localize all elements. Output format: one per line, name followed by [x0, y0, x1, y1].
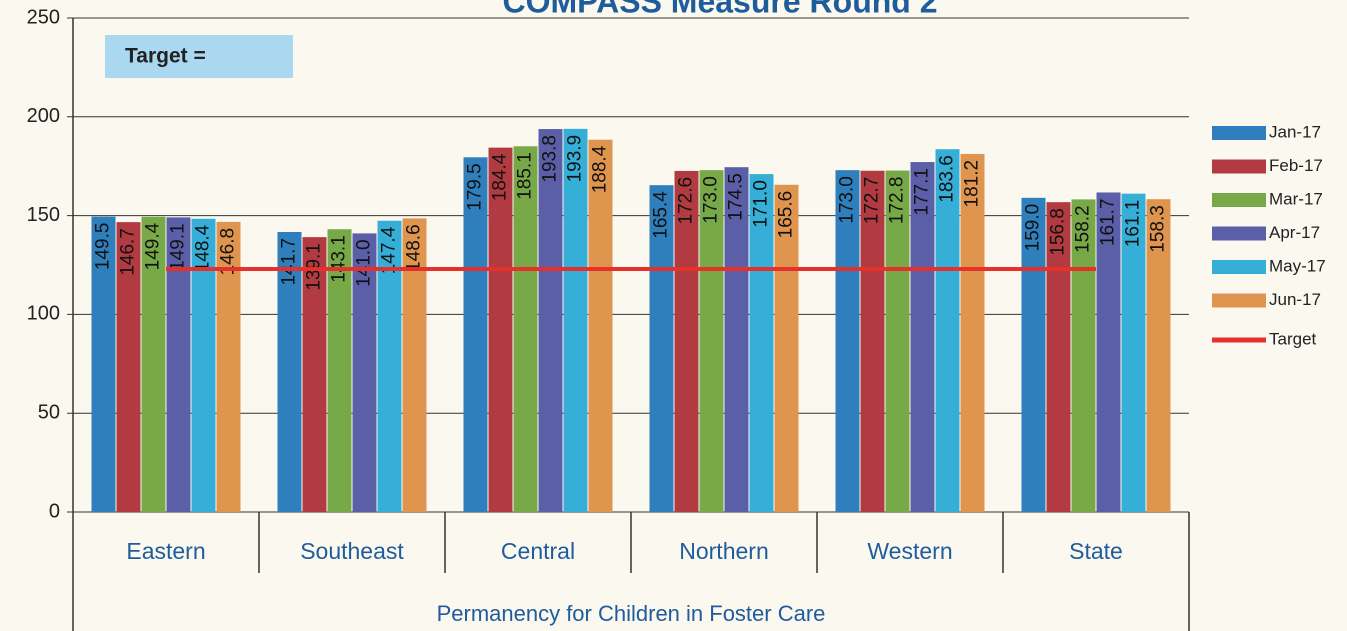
bar: [860, 170, 885, 512]
legend-swatch: [1212, 159, 1266, 174]
data-label: 141.0: [354, 239, 375, 287]
data-label: 193.9: [565, 135, 586, 183]
chart-title: COMPASS Measure Round 2: [502, 0, 937, 19]
data-label: 172.7: [862, 177, 883, 225]
y-tick-label: 150: [27, 204, 60, 226]
data-label: 149.5: [93, 223, 114, 271]
bar: [463, 157, 488, 513]
x-tick-label: State: [1069, 538, 1123, 564]
bar: [674, 170, 699, 513]
data-label: 173.0: [837, 176, 858, 224]
data-label: 148.4: [193, 224, 214, 272]
bar: [141, 216, 166, 513]
bar: [513, 146, 538, 512]
bar: [91, 216, 116, 512]
x-axis-label: Permanency for Children in Foster Care: [437, 601, 826, 626]
data-label: 141.7: [279, 238, 300, 286]
data-label: 181.2: [962, 160, 983, 208]
data-label: 161.1: [1123, 200, 1144, 248]
legend-label: May-17: [1269, 256, 1326, 275]
y-tick-label: 100: [27, 303, 60, 325]
x-tick-label: Eastern: [126, 538, 205, 564]
legend-swatch: [1212, 193, 1266, 207]
data-label: 179.5: [465, 163, 486, 211]
data-label: 193.8: [540, 135, 561, 183]
bar: [116, 222, 141, 513]
legend-label: Feb-17: [1269, 156, 1323, 175]
bar: [488, 147, 513, 512]
x-tick-label: Northern: [679, 538, 768, 564]
bar: [749, 174, 774, 512]
x-tick-label: Western: [867, 538, 952, 564]
legend-swatch: [1212, 293, 1266, 308]
bar: [935, 149, 960, 512]
bar: [1146, 199, 1171, 512]
bar: [910, 162, 935, 512]
data-label: 161.7: [1098, 198, 1119, 246]
data-label: 165.6: [776, 191, 797, 239]
bar: [835, 170, 860, 513]
bar: [724, 167, 749, 513]
data-label: 149.1: [168, 223, 189, 271]
bar: [1021, 197, 1046, 513]
legend-label: Mar-17: [1269, 189, 1323, 208]
y-tick-label: 50: [38, 401, 60, 423]
data-label: 171.0: [751, 180, 772, 228]
legend-label: Target: [1269, 329, 1317, 348]
data-label: 146.8: [218, 228, 239, 276]
bar: [649, 185, 674, 512]
data-label: 172.6: [676, 177, 697, 225]
bar: [538, 129, 563, 512]
data-label: 188.4: [590, 145, 611, 193]
y-tick-label: 0: [49, 500, 60, 522]
legend-swatch: [1212, 260, 1266, 274]
bar: [960, 153, 985, 513]
bar: [1046, 202, 1071, 512]
data-label: 139.1: [304, 243, 325, 291]
data-label: 173.0: [701, 176, 722, 224]
bar: [588, 139, 613, 512]
bar: [1096, 192, 1121, 512]
data-label: 172.8: [887, 177, 908, 225]
bar: [699, 170, 724, 513]
y-tick-label: 200: [27, 105, 60, 127]
target-box: [105, 35, 293, 78]
legend-label: Jan-17: [1269, 122, 1321, 141]
bar: [1121, 193, 1146, 513]
bar: [1071, 199, 1096, 513]
legend-label: Apr-17: [1269, 223, 1320, 242]
bar: [277, 232, 302, 512]
legend-swatch: [1212, 126, 1266, 140]
data-label: 146.7: [118, 228, 139, 276]
data-label: 143.1: [329, 235, 350, 283]
data-label: 183.6: [937, 155, 958, 203]
bar: [327, 229, 352, 512]
data-label: 159.0: [1023, 204, 1044, 252]
bar: [774, 184, 799, 512]
x-tick-label: Central: [501, 538, 575, 564]
data-label: 177.1: [912, 168, 933, 216]
data-label: 158.3: [1148, 205, 1169, 253]
data-label: 147.4: [379, 226, 400, 274]
bar: [166, 217, 191, 512]
data-label: 165.4: [651, 191, 672, 239]
bar: [302, 237, 327, 512]
data-label: 174.5: [726, 173, 747, 221]
x-tick-label: Southeast: [300, 538, 404, 564]
bar: [352, 233, 377, 512]
bar: [563, 128, 588, 512]
data-label: 156.8: [1048, 208, 1069, 256]
target-annotation: Target =: [125, 45, 206, 68]
data-label: 149.4: [143, 222, 164, 270]
bar: [885, 170, 910, 513]
data-label: 158.2: [1073, 205, 1094, 253]
legend-label: Jun-17: [1269, 290, 1321, 309]
legend-swatch: [1212, 226, 1266, 241]
data-label: 148.6: [404, 224, 425, 272]
y-tick-label: 250: [27, 6, 60, 28]
data-label: 184.4: [490, 153, 511, 201]
data-label: 185.1: [515, 152, 536, 200]
